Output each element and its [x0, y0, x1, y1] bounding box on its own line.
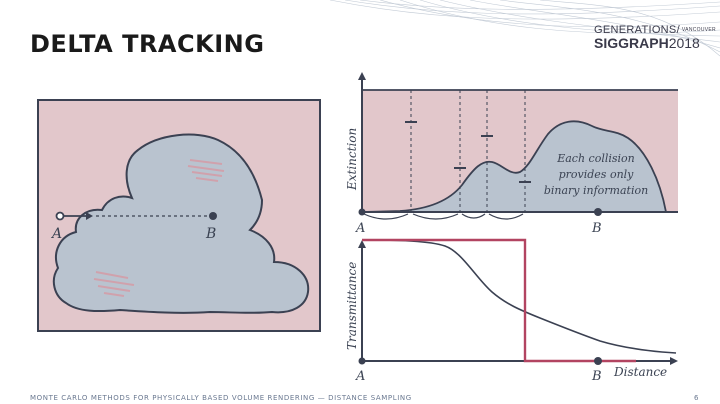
extinction-ylabel: Extinction: [345, 128, 359, 191]
slide-title: DELTA TRACKING: [30, 30, 265, 58]
transmittance-label-a: A: [355, 369, 365, 384]
conference-year: 2018: [668, 35, 700, 51]
transmittance-x-arrow: [670, 357, 678, 365]
left-label-b: B: [205, 226, 216, 242]
transmittance-point-b: [594, 357, 602, 365]
binary-estimate-line: [362, 238, 636, 363]
transmittance-curve: [361, 239, 677, 354]
extinction-y-arrow: [358, 72, 366, 80]
transmittance-y-arrow: [358, 240, 366, 248]
annotation-line-3: binary information: [544, 184, 648, 197]
conference-logo: GENERATIONS/VANCOUVER SIGGRAPH2018: [594, 24, 716, 51]
conference-separator: /: [676, 24, 680, 36]
point-b-marker: [209, 212, 217, 220]
conference-siggraph: SIGGRAPH: [594, 35, 669, 51]
cloud-streaks: [93, 159, 225, 297]
footer-text: MONTE CARLO METHODS FOR PHYSICALLY BASED…: [30, 394, 412, 402]
left-label-a: A: [50, 226, 62, 242]
extinction-label-b: B: [591, 221, 602, 236]
transmittance-ylabel: Transmittance: [345, 262, 359, 350]
transmittance-label-b: B: [591, 369, 602, 384]
conference-generations: GENERATIONS: [594, 24, 677, 36]
conference-city: VANCOUVER: [681, 27, 716, 34]
step-arcs: [363, 213, 524, 220]
annotation-line-2: provides only: [559, 168, 635, 181]
annotation-line-1: Each collision: [556, 152, 635, 165]
extinction-point-a: [358, 208, 366, 216]
cloud-shape: [52, 133, 310, 314]
point-a-marker: [55, 211, 65, 221]
transmittance-point-a: [358, 357, 366, 365]
collision-dashes: [410, 90, 526, 212]
page-number: 6: [694, 394, 699, 402]
collision-ticks: [405, 121, 531, 183]
extinction-point-b: [594, 208, 602, 216]
transmittance-xlabel: Distance: [613, 365, 667, 379]
extinction-curve: [361, 120, 668, 213]
extinction-label-a: A: [355, 221, 365, 236]
ray-arrowhead: [86, 212, 93, 220]
